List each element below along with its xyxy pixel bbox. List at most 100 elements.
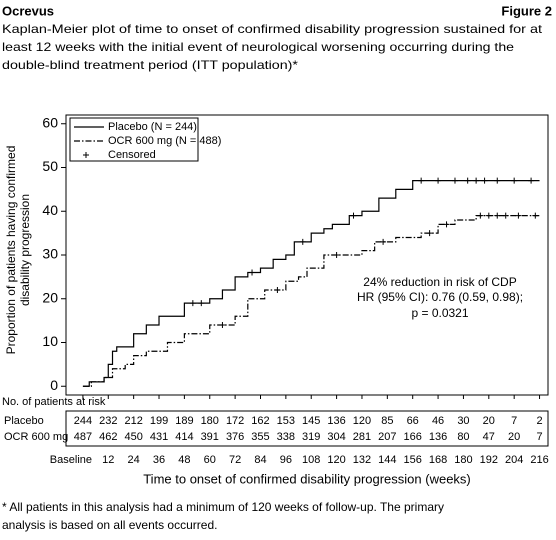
x-tick-label: 12: [102, 454, 114, 466]
censor-mark: [494, 212, 501, 219]
censor-mark: [451, 177, 458, 184]
censor-mark: [494, 177, 501, 184]
risk-count: 20: [483, 415, 495, 427]
risk-count: 414: [175, 431, 193, 443]
risk-count: 7: [536, 431, 542, 443]
x-tick-label: 180: [454, 454, 472, 466]
censor-mark: [189, 300, 196, 307]
y-axis-label: Proportion of patients having confirmed: [4, 146, 18, 355]
legend-censor: [83, 152, 89, 158]
x-tick-label: 108: [302, 454, 320, 466]
x-tick-label: 72: [229, 454, 241, 466]
risk-count: 244: [74, 415, 92, 427]
risk-count: 120: [353, 415, 371, 427]
risk-count: 338: [277, 431, 295, 443]
annotation: 24% reduction in risk of CDP: [363, 275, 516, 289]
censor-mark: [274, 287, 281, 293]
risk-count: 7: [511, 415, 517, 427]
x-tick-label: 192: [480, 454, 498, 466]
censor-mark: [299, 238, 306, 245]
risk-row-label: Placebo: [4, 415, 44, 427]
risk-count: 47: [483, 431, 495, 443]
legend-box: [69, 117, 199, 162]
risk-count: 166: [404, 431, 422, 443]
annotation: HR (95% CI): 0.76 (0.59, 0.98);: [357, 290, 523, 304]
x-tick-label: 144: [378, 454, 396, 466]
risk-count: 212: [124, 415, 142, 427]
x-tick-label: 168: [429, 454, 447, 466]
risk-count: 199: [150, 415, 168, 427]
risk-count: 136: [327, 415, 345, 427]
censor-mark: [443, 221, 450, 228]
risk-row-label: OCR 600 mg: [4, 431, 68, 443]
censor-mark: [511, 177, 518, 184]
risk-count: 153: [277, 415, 295, 427]
survival-curve: [82, 215, 540, 387]
y-tick-label: 10: [42, 333, 58, 349]
footnote: * All patients in this analysis had a mi…: [2, 500, 444, 514]
censor-mark: [426, 230, 433, 237]
y-tick-label: 50: [42, 158, 58, 174]
figure-number: Figure 2: [501, 3, 552, 18]
risk-count: 304: [327, 431, 345, 443]
x-tick-label: Baseline: [50, 454, 92, 466]
censor-mark: [333, 252, 340, 258]
risk-count: 180: [201, 415, 219, 427]
risk-count: 462: [99, 431, 117, 443]
y-tick-label: 60: [42, 114, 58, 130]
legend-label: Placebo (N = 244): [108, 121, 197, 133]
x-tick-label: 48: [178, 454, 190, 466]
risk-count: 189: [175, 415, 193, 427]
x-tick-label: 60: [204, 454, 216, 466]
risk-count: 30: [457, 415, 469, 427]
x-axis-label: Time to onset of confirmed disability pr…: [143, 471, 471, 486]
censor-mark: [477, 212, 484, 219]
legend-label: Censored: [108, 149, 156, 161]
risk-count: 80: [457, 431, 469, 443]
x-tick-label: 204: [505, 454, 523, 466]
risk-count: 145: [302, 415, 320, 427]
censor-mark: [198, 300, 205, 307]
x-tick-label: 96: [280, 454, 292, 466]
risk-count: 431: [150, 431, 168, 443]
censor-mark: [249, 269, 256, 276]
legend-label: OCR 600 mg (N = 488): [108, 135, 221, 147]
censor-mark: [502, 212, 509, 219]
chart-title: least 12 weeks with the initial event of…: [2, 40, 514, 54]
censor-mark: [464, 177, 471, 184]
censor-mark: [418, 177, 425, 184]
censor-mark: [435, 177, 442, 184]
x-tick-label: 36: [153, 454, 165, 466]
x-tick-label: 120: [327, 454, 345, 466]
chart-title: double-blind treatment period (ITT popul…: [2, 58, 298, 72]
censor-mark: [219, 322, 226, 328]
y-tick-label: 0: [50, 377, 58, 393]
censor-mark: [485, 212, 492, 219]
censor-mark: [481, 177, 488, 184]
risk-count: 20: [508, 431, 520, 443]
risk-count: 450: [124, 431, 142, 443]
annotation: p = 0.0321: [411, 306, 468, 320]
risk-count: 85: [381, 415, 393, 427]
censor-mark: [515, 212, 522, 219]
x-tick-label: 156: [404, 454, 422, 466]
risk-count: 207: [378, 431, 396, 443]
footnote: analysis is based on all events occurred…: [2, 518, 217, 532]
risk-count: 391: [201, 431, 219, 443]
risk-count: 46: [432, 415, 444, 427]
x-tick-label: 84: [254, 454, 266, 466]
risk-count: 136: [429, 431, 447, 443]
censor-mark: [350, 212, 357, 219]
risk-count: 232: [99, 415, 117, 427]
censor-mark: [532, 212, 539, 219]
risk-count: 66: [407, 415, 419, 427]
risk-count: 487: [74, 431, 92, 443]
y-axis-label: disability progression: [18, 194, 32, 306]
chart-title: Kaplan-Meier plot of time to onset of co…: [2, 22, 543, 36]
risk-count: 2: [536, 415, 542, 427]
y-tick-label: 40: [42, 202, 58, 218]
risk-count: 319: [302, 431, 320, 443]
risk-table-title: No. of patients at risk: [2, 396, 106, 408]
x-tick-label: 216: [530, 454, 548, 466]
